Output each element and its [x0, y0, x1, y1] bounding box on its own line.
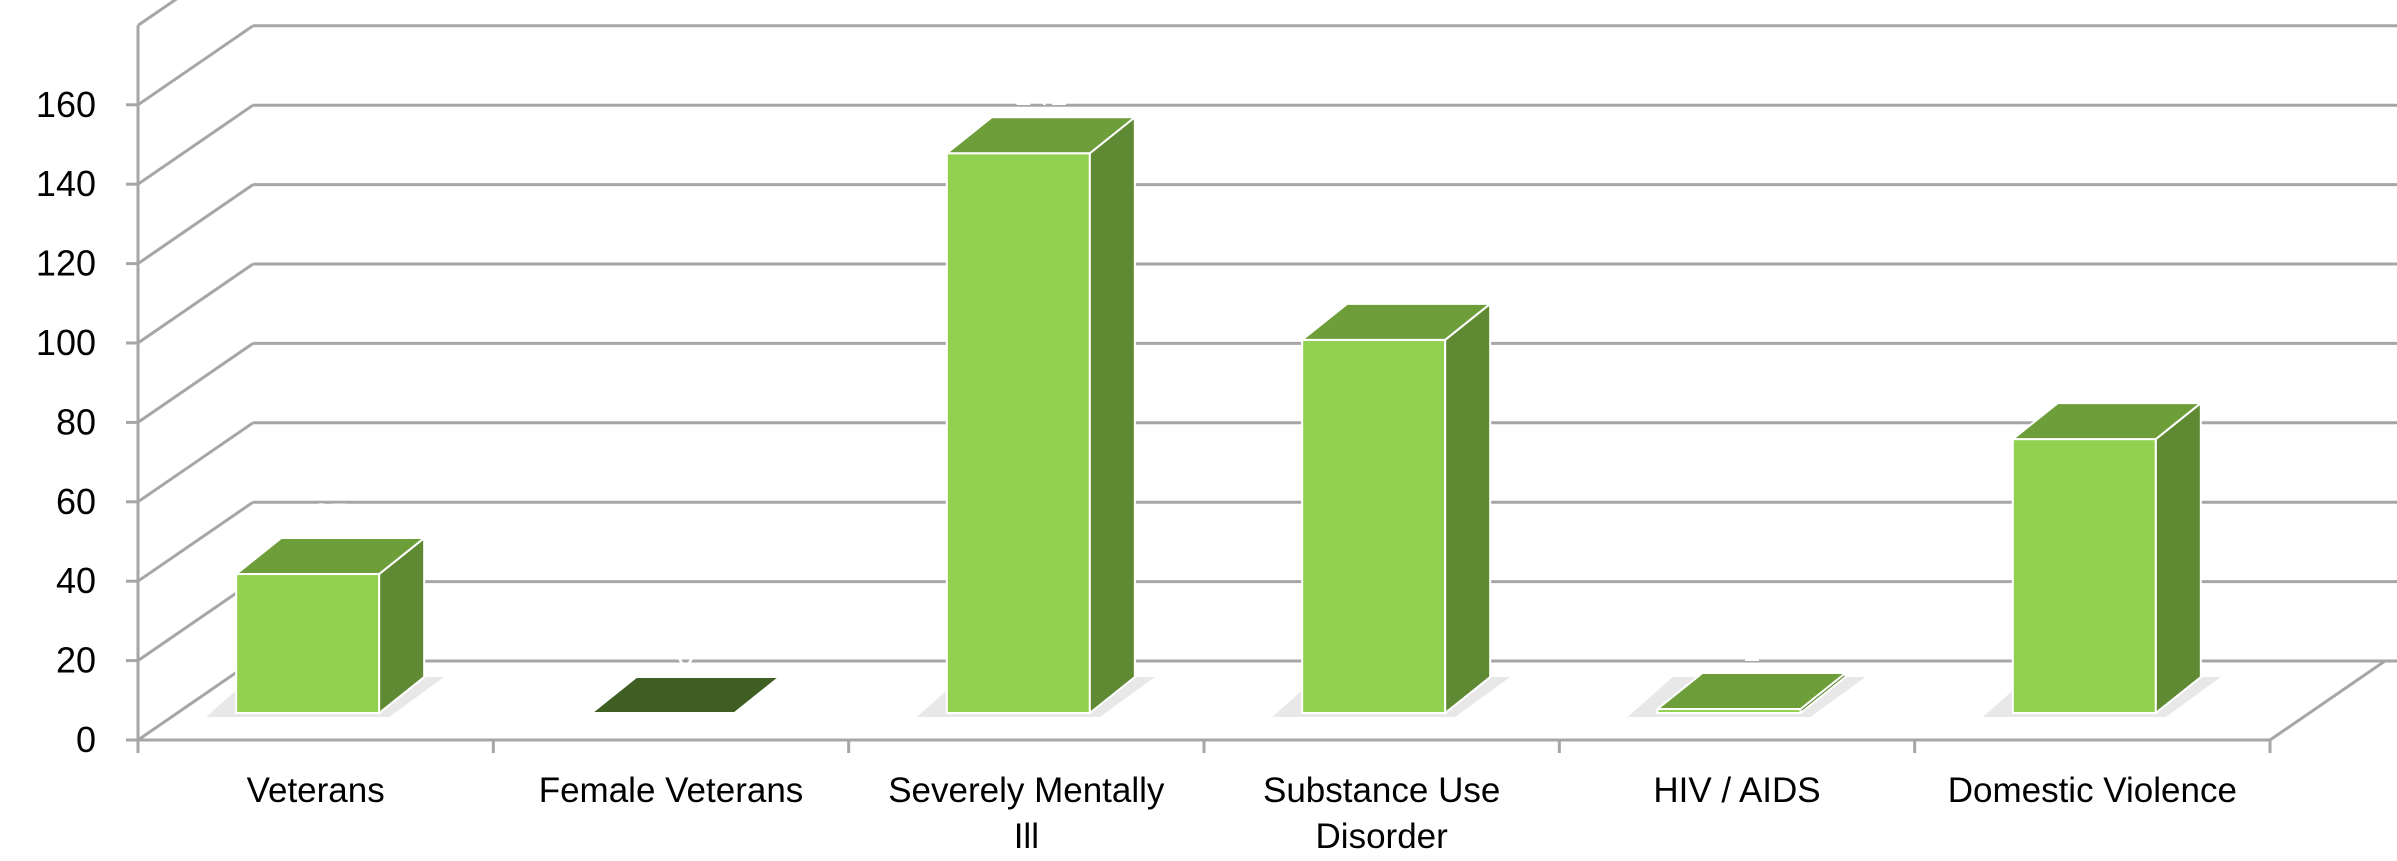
bar-front [235, 573, 381, 714]
bar-top [2009, 402, 2204, 441]
y-tick-label: 40 [56, 560, 96, 601]
gridline-diagonal [137, 580, 254, 662]
bar-front [2011, 438, 2157, 714]
gridline-diagonal [137, 342, 254, 424]
data-label: 35 [312, 497, 348, 533]
gridline-diagonal [137, 24, 254, 107]
data-label: 141 [1014, 76, 1067, 112]
y-tick-label: 80 [56, 401, 96, 442]
y-tick-label: 160 [36, 84, 96, 125]
data-label: 1 [1743, 632, 1761, 668]
category-label: Substance Use Disorder [1263, 771, 1500, 856]
bar-side [2154, 400, 2202, 716]
category-label: Female Veterans [539, 771, 804, 810]
y-tick-label: 0 [76, 719, 96, 760]
bar-side [1444, 301, 1492, 716]
bar-front [1301, 338, 1447, 714]
gridline-diagonal [137, 0, 178, 27]
bar-top [588, 676, 783, 714]
gridline-diagonal [137, 183, 254, 265]
axes [126, 25, 2272, 753]
data-label: 69 [2089, 362, 2125, 398]
y-tick-label: 100 [36, 322, 96, 363]
category-label: Domestic Violence [1948, 771, 2237, 810]
bar-front [945, 152, 1091, 715]
bar-side [1088, 115, 1136, 716]
gridline-diagonal [137, 262, 254, 345]
data-labels: 35 0 141 94 1 69 [312, 76, 2124, 672]
y-tick-label: 20 [56, 640, 96, 681]
gridline-diagonal [137, 103, 254, 186]
bar-top [233, 537, 428, 576]
gridline-diagonal [137, 421, 254, 504]
floor-edge [2269, 659, 2386, 742]
category-labels: Veterans Female Veterans Severely Mentally… [247, 771, 2237, 856]
gridline-diagonal [137, 659, 254, 742]
category-label: Veterans [247, 771, 385, 810]
bar-top [943, 116, 1138, 155]
data-label: 0 [677, 636, 695, 672]
bar-top [1299, 302, 1494, 341]
y-tick-labels: 0 20 40 60 80 100 120 140 160 [36, 84, 96, 760]
gridline-diagonal [137, 500, 254, 583]
y-tick-label: 60 [56, 481, 96, 522]
category-label: Severely Mentally Ill [888, 771, 1165, 856]
data-label: 94 [1378, 263, 1414, 299]
category-label: HIV / AIDS [1653, 771, 1820, 810]
bars [206, 115, 2221, 717]
y-tick-label: 140 [36, 163, 96, 204]
y-tick-label: 120 [36, 243, 96, 284]
bar-top [1654, 672, 1849, 711]
